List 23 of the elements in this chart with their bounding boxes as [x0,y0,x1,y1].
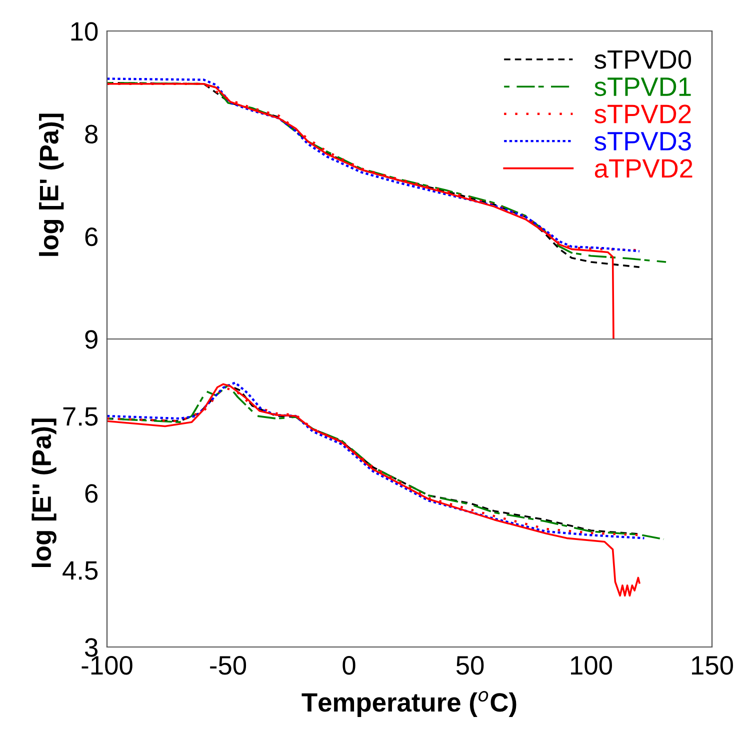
legend-label: sTPVD0 [594,50,692,69]
y-tick-label: 8 [85,124,98,144]
y-tick-label: 7.5 [63,407,98,426]
y-tick-label: 6 [85,484,98,503]
y-tick-label: 10 [71,22,98,41]
legend-label: sTPVD3 [594,132,691,151]
y-axis-title: log [E'' (Pa)] [32,418,56,568]
x-tick-label: 50 [456,656,484,675]
x-tick-label: 0 [342,656,356,675]
x-axis-title: Temperature ($^{o}$C) [302,691,516,717]
x-tick-label: -50 [210,656,246,675]
legend-label: sTPVD1 [594,78,691,96]
legend-label: sTPVD2 [594,104,691,124]
x-tick-label: 150 [692,656,733,675]
legend-label: aTPVD2 [594,159,692,178]
y-tick-label: 4.5 [62,561,98,580]
y-tick-label: 3 [85,638,98,657]
y-tick-label: 6 [85,227,98,246]
x-tick-label: -100 [82,656,132,675]
x-tick-label: 100 [571,656,612,675]
line-series [107,383,640,597]
y-axis-title: log [E' (Pa)] [39,114,64,256]
y-tick-label: 9 [85,330,98,349]
